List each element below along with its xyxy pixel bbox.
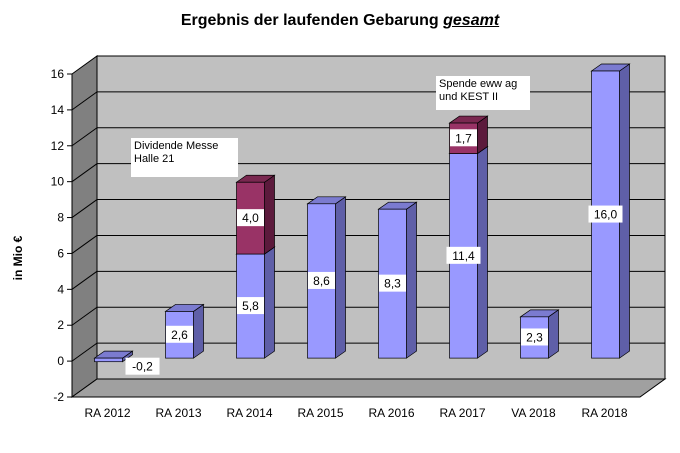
bar-sondereffekte-side bbox=[264, 174, 275, 255]
gridline-diagonal bbox=[71, 163, 98, 183]
bar-ergebnis-side bbox=[193, 303, 204, 359]
annotation-dividende: Dividende Messe Halle 21 bbox=[131, 138, 238, 177]
x-tick-label: RA 2014 bbox=[226, 406, 272, 420]
data-label-box bbox=[237, 297, 264, 315]
x-tick-label: RA 2013 bbox=[155, 406, 201, 420]
gridline-diagonal bbox=[71, 235, 98, 254]
bar-ergebnis-side bbox=[548, 309, 559, 359]
y-tick-label: 2 bbox=[57, 318, 64, 332]
y-tick-label: 4 bbox=[57, 282, 64, 296]
floor bbox=[70, 378, 667, 398]
data-label: 8,3 bbox=[384, 277, 401, 291]
data-label: 2,6 bbox=[171, 328, 188, 342]
chart-title: Ergebnis der laufenden Gebarung gesamt bbox=[0, 12, 680, 30]
y-tick-label: 14 bbox=[51, 103, 65, 117]
bar-ergebnis bbox=[93, 350, 134, 363]
data-label-box bbox=[450, 129, 477, 147]
gridline-diagonal bbox=[71, 91, 98, 111]
y-tick-label: 12 bbox=[51, 139, 65, 153]
x-tick-label: RA 2017 bbox=[439, 406, 485, 420]
y-tick-label: 8 bbox=[57, 211, 64, 225]
data-label-box bbox=[521, 328, 548, 346]
gridline-diagonal bbox=[71, 127, 98, 147]
title-text: Ergebnis der laufenden Gebarung bbox=[180, 12, 439, 29]
y-tick-label: -2 bbox=[53, 390, 64, 404]
y-axis-label: in Mio € bbox=[11, 235, 25, 280]
bar-ergebnis-side bbox=[264, 246, 275, 359]
data-label: -0,2 bbox=[132, 360, 153, 374]
data-label: 2,3 bbox=[526, 330, 543, 344]
x-tick-label: RA 2015 bbox=[297, 406, 343, 420]
x-tick-label: RA 2016 bbox=[368, 406, 414, 420]
data-label-box bbox=[125, 357, 160, 375]
gridline-diagonal bbox=[71, 306, 98, 326]
data-label-box bbox=[379, 274, 406, 292]
bar-ergebnis-front bbox=[94, 357, 123, 363]
data-label-box bbox=[308, 271, 335, 289]
y-tick-label: 0 bbox=[57, 354, 64, 368]
data-label: 8,6 bbox=[313, 274, 330, 288]
data-label-box bbox=[588, 205, 623, 223]
annotation-line: und KEST II bbox=[439, 91, 499, 103]
annotation-spende: Spende eww ag und KEST II bbox=[436, 76, 530, 110]
data-label: 4,0 bbox=[242, 211, 259, 225]
data-label: 11,4 bbox=[452, 249, 475, 263]
bar-ergebnis-side bbox=[335, 196, 346, 359]
data-label: 1,7 bbox=[455, 131, 472, 145]
gridline-diagonal bbox=[71, 342, 98, 362]
annotation-line: Spende eww ag bbox=[439, 78, 518, 90]
data-label-box bbox=[446, 246, 481, 264]
x-tick-label: VA 2018 bbox=[511, 406, 556, 420]
annotation-line: Halle 21 bbox=[134, 153, 175, 165]
y-tick-label: 16 bbox=[51, 67, 65, 81]
y-tick-label: 10 bbox=[51, 175, 65, 189]
bar-ergebnis-side bbox=[406, 201, 417, 359]
gridline-diagonal bbox=[71, 270, 98, 290]
data-label-box bbox=[237, 209, 264, 227]
annotation-line: Dividende Messe bbox=[134, 140, 219, 152]
gridline-diagonal bbox=[71, 199, 98, 218]
title-emphasis: gesamt bbox=[443, 12, 500, 29]
data-label: 16,0 bbox=[594, 208, 618, 222]
x-tick-label: RA 2012 bbox=[84, 406, 130, 420]
data-label: 5,8 bbox=[242, 299, 259, 313]
data-label-box bbox=[166, 325, 193, 343]
x-tick-label: RA 2018 bbox=[581, 406, 627, 420]
y-tick-label: 6 bbox=[57, 246, 64, 260]
